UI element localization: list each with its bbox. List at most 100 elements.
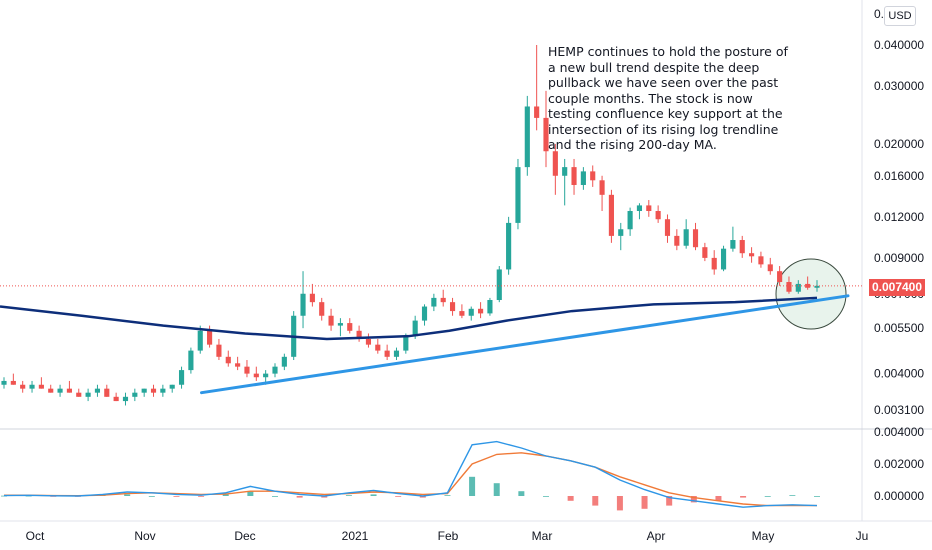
candle: [150, 384, 157, 397]
macd-axis-tick-label: 0.004000: [874, 425, 924, 439]
candle: [599, 175, 605, 212]
candle: [29, 380, 35, 393]
candle-body: [449, 302, 456, 312]
candle-body: [178, 370, 185, 385]
macd-histogram-bar: [493, 483, 500, 496]
candle-body: [225, 356, 231, 364]
candle-body: [814, 285, 820, 288]
candle-body: [244, 366, 250, 374]
macd-histogram-bar: [370, 494, 377, 496]
candle-body: [29, 384, 35, 389]
candle-body: [777, 271, 783, 283]
candle-body: [48, 388, 54, 393]
macd-histogram-bar: [222, 494, 229, 496]
candle: [309, 283, 315, 307]
support-highlight-circle: [775, 258, 847, 330]
candle-body: [478, 308, 484, 314]
candle-body: [683, 229, 689, 246]
candle: [188, 347, 194, 374]
candle: [178, 366, 185, 389]
currency-button[interactable]: USD: [884, 6, 916, 26]
candle: [244, 360, 250, 378]
price-axis-tick-label: 0.012000: [874, 210, 924, 224]
candle: [692, 222, 699, 251]
candle-body: [459, 311, 465, 316]
candle-body: [618, 229, 624, 236]
macd-histogram-bar: [444, 495, 451, 496]
macd-histogram-bar: [715, 496, 722, 501]
candle: [664, 214, 671, 243]
candle-body: [571, 167, 577, 185]
candle: [534, 45, 540, 131]
candle-body: [627, 211, 633, 230]
candle: [683, 219, 689, 249]
candle: [440, 289, 446, 307]
candle: [393, 347, 400, 361]
candle-body: [347, 323, 353, 331]
candle: [487, 297, 493, 316]
macd-histogram-bar: [543, 496, 549, 497]
candle: [515, 158, 521, 230]
candle: [66, 380, 72, 393]
candle-body: [702, 247, 708, 258]
candle-body: [207, 330, 213, 345]
candle-body: [524, 106, 530, 168]
candle: [48, 384, 54, 393]
candle-body: [739, 240, 745, 254]
price-axis-tick-label: 0.005500: [874, 321, 924, 335]
candle: [552, 143, 558, 195]
macd-histogram-bar: [124, 494, 131, 496]
candle-body: [337, 323, 343, 326]
macd-axis-tick-label: 0.000000: [874, 489, 924, 503]
candle: [627, 207, 633, 236]
candle: [758, 251, 764, 268]
candle-body: [534, 106, 540, 118]
candle: [57, 384, 63, 397]
candle: [356, 325, 362, 342]
candle: [562, 158, 568, 206]
candle: [702, 242, 708, 262]
macd-histogram-bar: [198, 496, 205, 497]
candle-body: [216, 344, 222, 357]
candle-body: [272, 366, 278, 374]
candle-body: [664, 219, 671, 236]
candle: [132, 388, 138, 402]
candle: [571, 158, 577, 195]
candle-body: [767, 264, 773, 272]
candle-body: [496, 269, 502, 301]
macd-histogram-bar: [395, 496, 402, 497]
candle-body: [562, 167, 568, 176]
candle: [506, 216, 512, 275]
macd-histogram-bar: [321, 496, 328, 498]
candle-body: [487, 300, 493, 314]
candle-body: [188, 350, 194, 371]
price-axis-tick-label: 0.030000: [874, 79, 924, 93]
macd-histogram-bar: [296, 496, 303, 498]
macd-histogram-bar: [173, 496, 180, 497]
candle: [468, 306, 474, 321]
candle: [777, 266, 783, 286]
macd-signal-line: [4, 452, 817, 507]
candle-body: [20, 384, 26, 389]
candle-body: [356, 330, 362, 339]
candle-body: [365, 338, 372, 345]
candle-body: [263, 373, 269, 378]
macd-axis-tick-label: 0.002000: [874, 457, 924, 471]
rising-log-trendline: [200, 294, 850, 395]
candle: [590, 165, 596, 187]
candle-body: [720, 248, 727, 270]
candle-body: [552, 151, 558, 176]
candle: [543, 90, 549, 168]
candle: [580, 167, 586, 190]
candle-body: [113, 396, 119, 402]
candle: [38, 377, 44, 389]
candle-body: [300, 293, 306, 316]
candle-body: [655, 211, 661, 220]
candle-body: [749, 253, 755, 257]
candle: [478, 302, 484, 319]
macd-histogram-bar: [814, 496, 820, 497]
candle: [655, 205, 661, 223]
candle-body: [122, 396, 129, 402]
macd-histogram-bar: [272, 496, 278, 497]
